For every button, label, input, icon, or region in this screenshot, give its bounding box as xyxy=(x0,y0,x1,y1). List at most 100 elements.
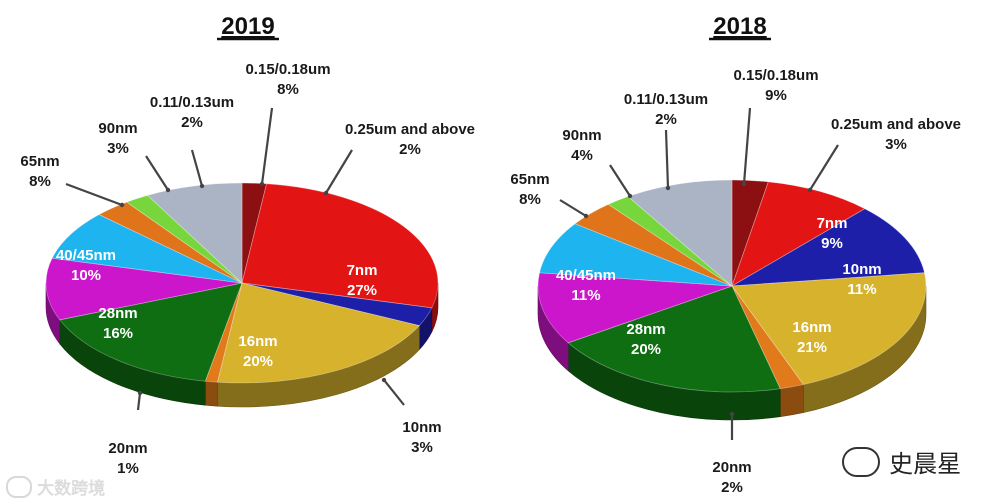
slice-16nm xyxy=(216,282,421,384)
label-40-45nm: 40/45nm xyxy=(556,267,616,284)
label-10nm: 10nm xyxy=(402,419,441,436)
slice-10nm xyxy=(241,282,433,327)
label-65nm: 65nm xyxy=(20,153,59,170)
label-16nm: 16nm xyxy=(792,319,831,336)
label-28nm: 28nm xyxy=(626,321,665,338)
leader-dot-0-15-0-18um xyxy=(259,181,265,187)
leader-dot-0-11-0-13um xyxy=(665,185,671,191)
label-0-25um-and-above: 0.25um and above xyxy=(831,116,961,133)
leader-65nm xyxy=(65,182,123,207)
slice-28nm xyxy=(567,285,781,393)
leader-0-15-0-18um xyxy=(260,107,274,185)
leader-90nm xyxy=(609,164,631,197)
slice-28nm xyxy=(59,282,243,382)
value-10nm: 3% xyxy=(411,439,433,456)
leader-dot-0-11-0-13um xyxy=(199,183,205,189)
slice-0-15-0-18um xyxy=(146,182,243,284)
label-16nm: 16nm xyxy=(238,333,277,350)
leader-90nm xyxy=(145,155,169,191)
label-10nm: 10nm xyxy=(842,261,881,278)
watermark-left: 大数跨境 xyxy=(6,474,136,500)
value-65nm: 8% xyxy=(29,173,51,190)
value-0-25um-and-above: 3% xyxy=(885,136,907,153)
value-7nm: 27% xyxy=(347,282,377,299)
watermark-left-logo xyxy=(6,475,32,498)
label-0-15-0-18um: 0.15/0.18um xyxy=(733,67,818,84)
value-0-11-0-13um: 2% xyxy=(655,111,677,128)
slice-labels: 0.25um and above 3% 7nm 9% 10nm 11% 16nm 21% 20n… xyxy=(510,67,961,496)
leader-0-25um-and-above xyxy=(809,144,839,191)
label-28nm: 28nm xyxy=(98,305,137,322)
leader-dot-65nm xyxy=(119,202,125,208)
label-90nm: 90nm xyxy=(562,127,601,144)
pie-top xyxy=(537,179,927,393)
label-90nm: 90nm xyxy=(98,120,137,137)
leader-dot-0-25um-and-above xyxy=(807,187,813,193)
leader-dot-90nm xyxy=(627,193,633,199)
chart-title: 2019 xyxy=(221,13,274,40)
slice-side-20nm xyxy=(204,380,218,407)
slice-16nm xyxy=(731,272,927,386)
value-0-11-0-13um: 2% xyxy=(181,114,203,131)
slice-10nm xyxy=(731,208,925,287)
slice-90nm xyxy=(98,201,243,284)
value-0-15-0-18um: 9% xyxy=(765,87,787,104)
value-0-25um-and-above: 2% xyxy=(399,141,421,158)
leader-dot-20nm xyxy=(729,411,735,417)
value-20nm: 2% xyxy=(721,479,743,496)
chart-2019: 2019 0.25um and above 2% 7nm 27% 10nm 3% 16nm 20… xyxy=(20,13,475,477)
slice-labels: 0.25um and above 2% 7nm 27% 10nm 3% 16nm 20% 20n… xyxy=(20,61,475,477)
value-0-15-0-18um: 8% xyxy=(277,81,299,98)
slice-90nm xyxy=(574,203,733,287)
wechat-icon xyxy=(842,446,880,477)
watermark-right: 史晨星 xyxy=(842,444,992,478)
value-10nm: 11% xyxy=(847,281,876,298)
value-90nm: 3% xyxy=(107,140,129,157)
label-0-11-0-13um: 0.11/0.13um xyxy=(624,91,708,108)
watermark-left-text: 大数跨境 xyxy=(37,479,106,499)
value-7nm: 9% xyxy=(821,235,843,252)
slice-20nm xyxy=(204,282,243,383)
chart-title: 2018 xyxy=(713,13,766,40)
slice-0-11-0-13um xyxy=(125,194,243,284)
label-65nm: 65nm xyxy=(510,171,549,188)
leader-0-15-0-18um xyxy=(742,107,752,185)
label-0-11-0-13um: 0.11/0.13um xyxy=(150,94,234,111)
leader-dot-10nm xyxy=(381,377,387,383)
leader-dot-0-25um-and-above xyxy=(323,190,329,196)
leader-20nm xyxy=(136,392,142,411)
leader-dot-0-15-0-18um xyxy=(741,181,747,187)
value-16nm: 21% xyxy=(797,339,827,356)
label-20nm: 20nm xyxy=(712,459,751,476)
chart-2018: 2018 0.25um and above 3% 7nm 9% 10nm 11% 16nm 21… xyxy=(510,13,961,496)
slice-7nm xyxy=(241,183,439,309)
slice-65nm xyxy=(51,214,243,284)
value-40-45nm: 11% xyxy=(571,287,600,304)
slice-side-20nm xyxy=(779,384,804,418)
slice-65nm xyxy=(539,223,733,287)
slice-40-45nm xyxy=(45,257,243,321)
leader-dot-65nm xyxy=(583,213,589,219)
label-7nm: 7nm xyxy=(347,262,378,279)
leader-65nm xyxy=(559,199,587,217)
slice-20nm xyxy=(731,285,805,390)
leader-dot-90nm xyxy=(165,187,171,193)
slice-0-25um-and-above xyxy=(731,179,769,287)
value-40-45nm: 10% xyxy=(71,267,101,284)
leader-dot-20nm xyxy=(137,390,143,396)
value-65nm: 8% xyxy=(519,191,541,208)
slice-0-25um-and-above xyxy=(241,182,268,284)
leader-0-25um-and-above xyxy=(325,149,353,194)
value-20nm: 1% xyxy=(117,460,139,477)
label-0-25um-and-above: 0.25um and above xyxy=(345,121,475,138)
leader-0-11-0-13um xyxy=(664,129,670,189)
label-40-45nm: 40/45nm xyxy=(56,247,116,264)
value-90nm: 4% xyxy=(571,147,593,164)
label-0-15-0-18um: 0.15/0.18um xyxy=(245,61,330,78)
pie-top xyxy=(45,182,439,384)
slice-40-45nm xyxy=(537,272,733,344)
leader-10nm xyxy=(383,379,405,406)
value-16nm: 20% xyxy=(243,353,273,370)
value-28nm: 20% xyxy=(631,341,661,358)
